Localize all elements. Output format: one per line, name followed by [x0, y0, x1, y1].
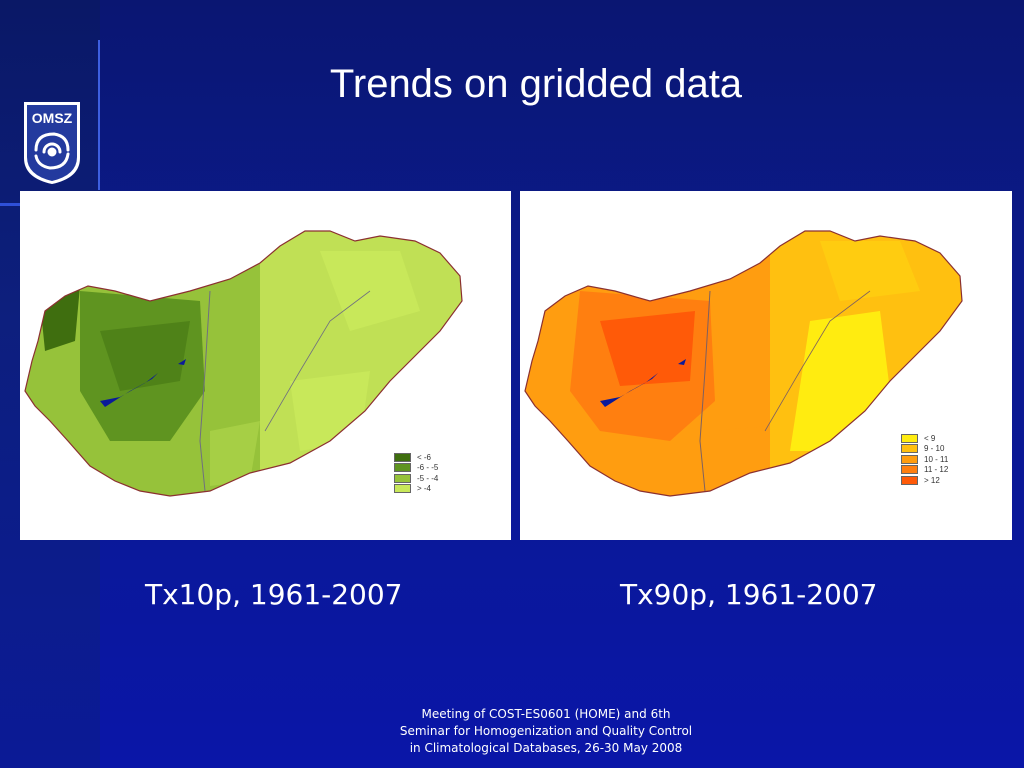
- legend-label: > -4: [417, 484, 432, 494]
- legend-swatch: [394, 452, 411, 462]
- legend-swatch: [901, 444, 918, 454]
- danube-river: [199, 290, 211, 492]
- logo-text: OMSZ: [32, 110, 73, 126]
- footer-meeting-info: Meeting of COST-ES0601 (HOME) and 6th Se…: [0, 706, 1024, 757]
- legend-label: 9 - 10: [924, 444, 945, 454]
- legend-label: 10 - 11: [924, 454, 949, 464]
- cyclone-icon: [34, 132, 70, 170]
- lake-balaton: [600, 373, 658, 407]
- caption-tx90p: Tx90p, 1961-2007: [620, 578, 878, 611]
- decor-rule-vertical: [98, 40, 100, 190]
- legend-item: 11 - 12: [901, 465, 948, 476]
- country-border: [24, 230, 463, 497]
- legend-item: < -6: [394, 452, 438, 463]
- legend-label: < -6: [417, 452, 432, 462]
- slide-title: Trends on gridded data: [329, 62, 743, 106]
- lake-velence: [678, 359, 686, 365]
- map-tx10p: < -6 -6 - -5 -5 - -4 > -4: [20, 191, 511, 540]
- lake-velence: [178, 359, 186, 365]
- legend-swatch: [901, 454, 918, 464]
- legend-item: 10 - 11: [901, 454, 948, 465]
- map-tx90p: < 9 9 - 10 10 - 11 11 - 12 > 12: [520, 191, 1012, 540]
- legend-swatch: [394, 463, 411, 473]
- lake-balaton: [100, 373, 158, 407]
- legend-swatch: [394, 484, 411, 494]
- legend-item: -6 - -5: [394, 463, 438, 474]
- legend-label: -5 - -4: [417, 473, 439, 483]
- legend-swatch: [901, 475, 918, 485]
- legend-tx10p: < -6 -6 - -5 -5 - -4 > -4: [394, 452, 438, 494]
- legend-label: -6 - -5: [417, 463, 439, 473]
- country-border: [524, 230, 963, 497]
- footer-line: Meeting of COST-ES0601 (HOME) and 6th: [421, 707, 671, 721]
- tisza-river: [264, 290, 371, 432]
- legend-item: > 12: [901, 475, 948, 486]
- caption-tx10p: Tx10p, 1961-2007: [145, 578, 403, 611]
- legend-label: < 9: [924, 433, 936, 443]
- hungary-map-orange: [524, 230, 963, 497]
- legend-swatch: [901, 433, 918, 443]
- danube-river: [699, 290, 711, 492]
- footer-line: in Climatological Databases, 26-30 May 2…: [409, 741, 683, 755]
- legend-item: 9 - 10: [901, 444, 948, 455]
- legend-item: -5 - -4: [394, 473, 438, 484]
- legend-label: 11 - 12: [924, 465, 949, 475]
- legend-item: < 9: [901, 433, 948, 444]
- legend-item: > -4: [394, 484, 438, 495]
- hungary-map-green: [24, 230, 463, 497]
- legend-label: > 12: [924, 475, 940, 485]
- legend-swatch: [901, 465, 918, 475]
- legend-swatch: [394, 473, 411, 483]
- omsz-logo: OMSZ: [22, 100, 82, 186]
- footer-line: Seminar for Homogenization and Quality C…: [399, 724, 693, 738]
- tisza-river: [764, 290, 871, 432]
- legend-tx90p: < 9 9 - 10 10 - 11 11 - 12 > 12: [901, 433, 948, 486]
